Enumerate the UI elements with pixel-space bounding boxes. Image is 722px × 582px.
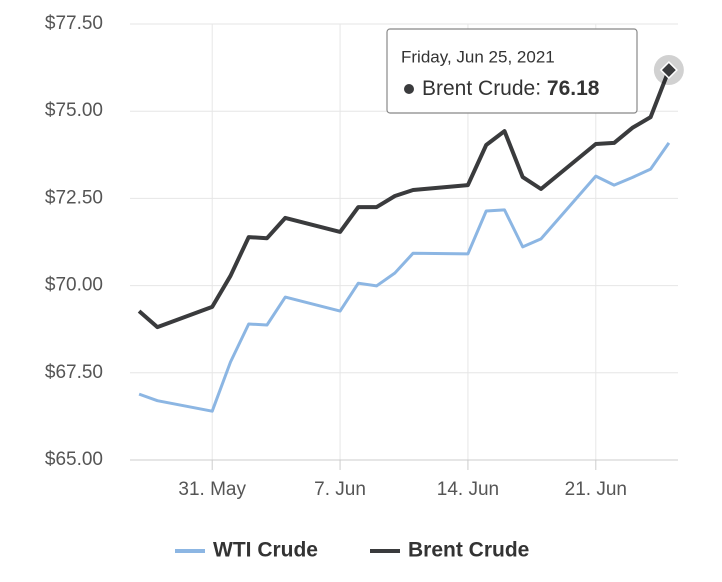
y-tick-label: $70.00 (45, 275, 103, 296)
tooltip-value: 76.18 (547, 77, 600, 100)
legend-label: Brent Crude (408, 539, 529, 562)
tooltip-dot (404, 84, 414, 94)
series-line (138, 142, 671, 413)
y-tick-label: $77.50 (45, 13, 103, 34)
tooltip: Friday, Jun 25, 2021 Brent Crude: 76.18 (386, 28, 638, 114)
x-tick-label: 14. Jun (437, 479, 499, 500)
y-tick-label: $72.50 (45, 187, 103, 208)
y-tick-label: $65.00 (45, 449, 103, 470)
x-tick-label: 31. May (178, 479, 246, 500)
legend-label: WTI Crude (213, 539, 318, 562)
hover-marker (659, 60, 678, 80)
x-tick-label: 21. Jun (565, 479, 627, 500)
y-tick-label: $67.50 (45, 362, 103, 383)
tooltip-series: Brent Crude (422, 77, 535, 100)
y-tick-label: $75.00 (45, 100, 103, 121)
tooltip-label: Brent Crude: 76.18 (422, 77, 600, 100)
x-tick-label: 7. Jun (314, 479, 366, 500)
tooltip-date: Friday, Jun 25, 2021 (401, 47, 555, 66)
tooltip-box (386, 28, 638, 114)
series-line (137, 69, 671, 330)
